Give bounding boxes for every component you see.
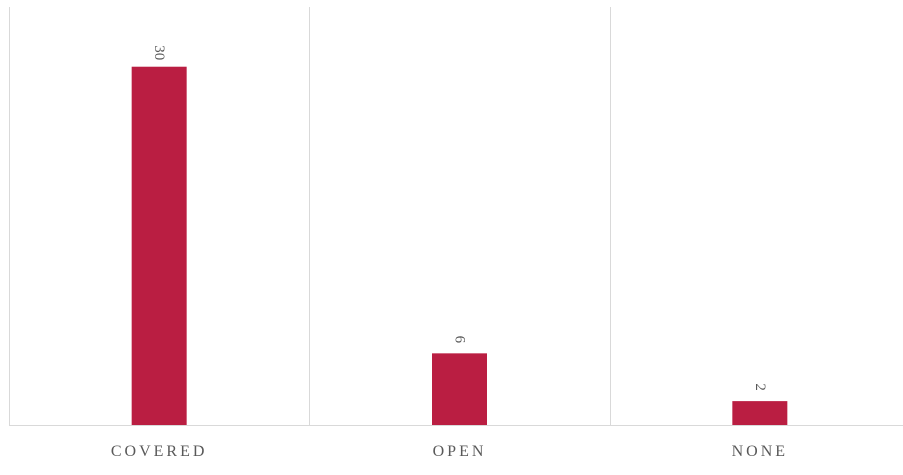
bar-open [432,353,487,425]
bar-covered [131,66,187,425]
bar-layer [131,66,788,425]
label-layer: 30 6 2 [151,45,768,391]
data-label-none: 2 [752,383,768,391]
bar-none [732,401,788,425]
data-label-covered: 30 [151,45,167,60]
x-tick-label-open: OPEN [433,443,487,460]
data-label-open: 6 [452,336,468,344]
grid-layer [9,7,903,426]
x-tick-label-none: NONE [732,443,788,460]
x-tick-label-covered: COVERED [111,443,208,460]
tick-layer: COVERED OPEN NONE [111,443,788,460]
